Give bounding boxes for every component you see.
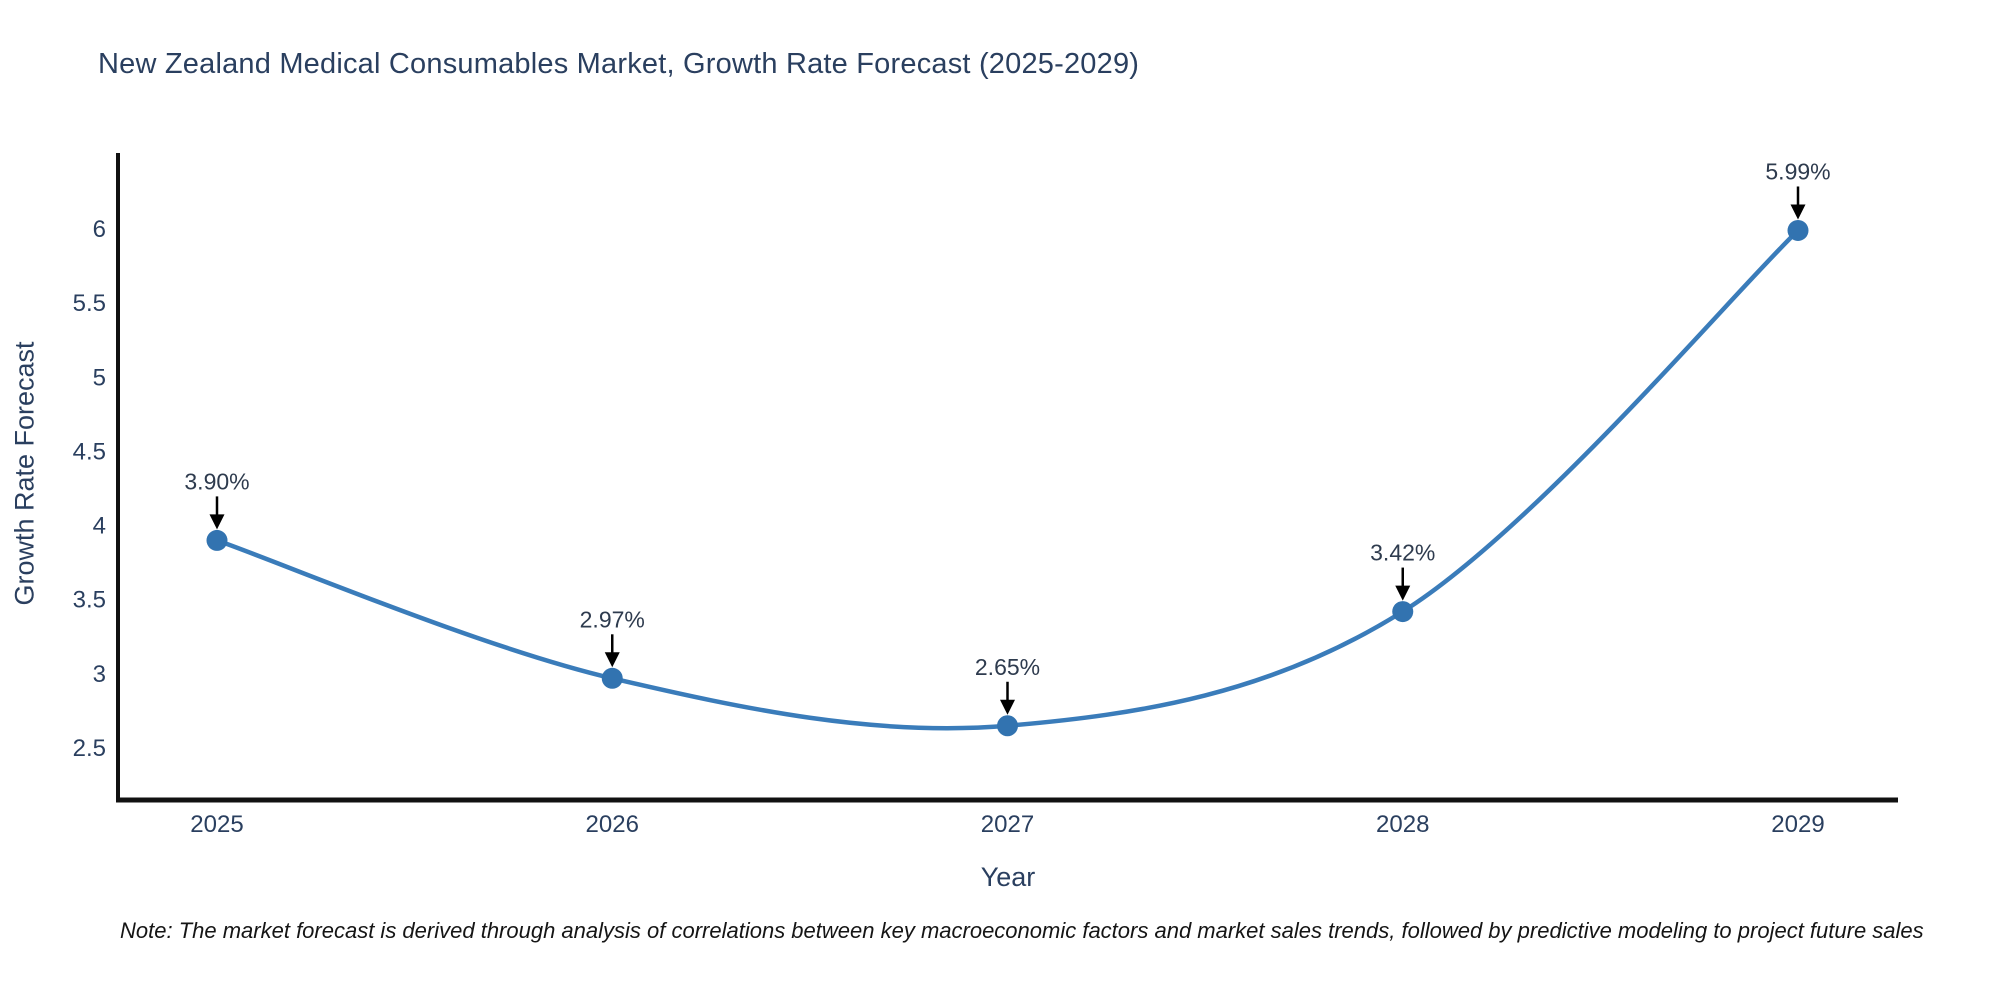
data-point-marker [997,715,1018,737]
data-point-label: 3.90% [184,468,249,494]
y-tick-label: 2.5 [73,735,106,762]
annotation-arrowhead [209,514,225,530]
y-tick-label: 3.5 [73,587,106,614]
y-tick-label: 3 [93,661,106,688]
x-tick-label: 2028 [1376,811,1429,838]
data-point-marker [601,667,623,689]
annotation-arrowhead [604,652,620,668]
data-point-label: 5.99% [1765,158,1830,184]
y-tick-label: 4.5 [73,438,106,465]
y-tick-label: 6 [93,216,106,243]
x-tick-label: 2027 [981,811,1034,838]
x-tick-label: 2025 [190,811,243,838]
y-tick-label: 5.5 [73,290,106,317]
chart-title: New Zealand Medical Consumables Market, … [98,48,1140,80]
x-axis-title: Year [980,862,1036,892]
data-point-marker [1787,219,1809,241]
y-tick-label: 5 [93,364,106,391]
chart-footnote: Note: The market forecast is derived thr… [120,918,1924,943]
data-point-marker [206,529,228,551]
x-tick-label: 2029 [1771,811,1824,838]
data-point-marker [1392,601,1414,623]
annotation-arrowhead [1790,204,1806,220]
data-point-label: 2.97% [580,606,645,632]
y-tick-label: 4 [93,513,106,540]
x-tick-label: 2026 [586,811,639,838]
data-point-label: 2.65% [975,654,1040,680]
annotation-arrowhead [1000,699,1015,715]
data-point-label: 3.42% [1370,540,1435,566]
annotation-arrowhead [1395,585,1411,601]
